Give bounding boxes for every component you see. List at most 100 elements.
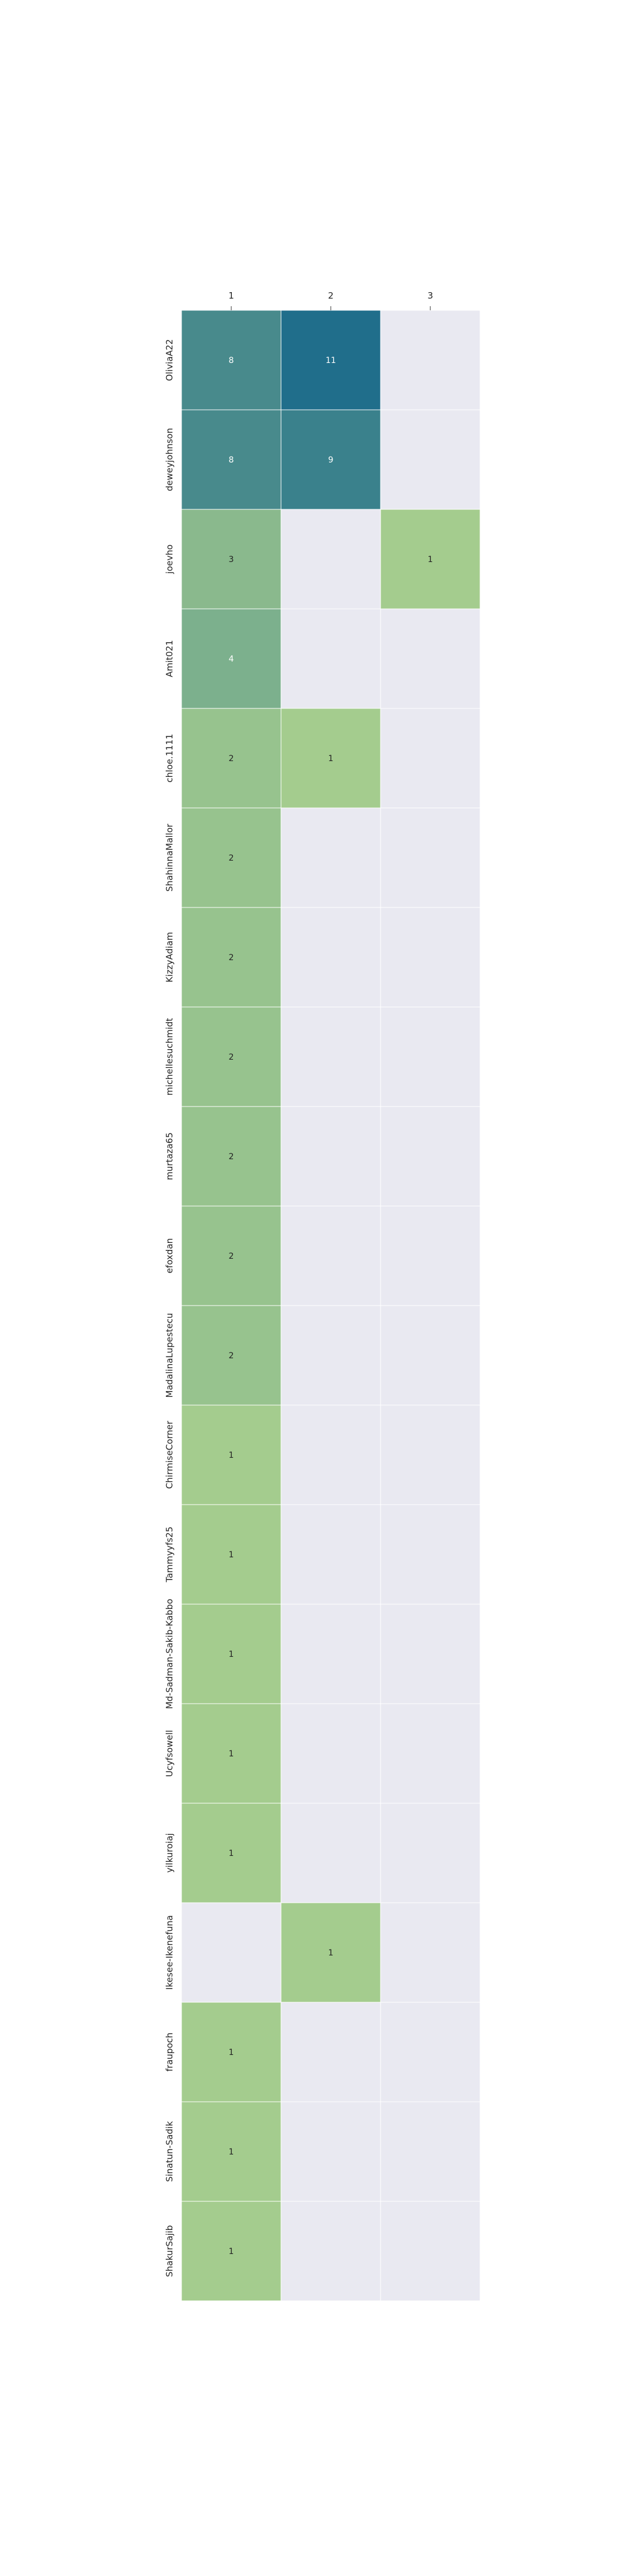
heatmap-cell [181,1504,282,1605]
heatmap-cell [181,1106,282,1207]
cell-value-label: 2 [229,1053,234,1062]
heatmap-cell [380,1205,481,1306]
heatmap-cell [380,907,481,1008]
heatmap-cell [181,1902,282,2003]
row-tick-label: Ikesee-Ikenefuna [165,1915,175,1990]
heatmap-cell [280,409,381,510]
cell-value-label: 8 [229,356,234,365]
heatmap-cell [380,1006,481,1107]
heatmap-cell [181,708,282,809]
cell-value-label: 1 [229,1650,234,1659]
heatmap-cell [380,1106,481,1207]
cell-value-label: 4 [229,655,234,664]
heatmap-cell [380,509,481,609]
row-tick-label: MadalinaLupestecu [165,1313,175,1398]
cell-value-label: 8 [229,455,234,465]
column-tick-label: 1 [228,290,234,301]
row-tick-label: Tammyyfs25 [165,1526,175,1582]
heatmap-cell [181,1604,282,1704]
cells-layer [181,310,481,2301]
heatmap-cell [280,807,381,908]
row-tick-label: fraupoch [165,2033,175,2072]
heatmap-cell [181,2002,282,2102]
row-tick-label: OliviaA22 [165,339,175,381]
row-tick-label: Amit021 [165,640,175,677]
column-axis: 1 2 3 [228,290,433,310]
heatmap-cell [380,310,481,410]
row-tick-label: Sinatun-Sadik [165,2121,175,2182]
cell-value-label: 3 [229,555,234,564]
cell-value-label: 2 [229,1152,234,1162]
cell-value-label: 2 [229,953,234,962]
heatmap-cell [280,1305,381,1406]
heatmap-cell [380,1305,481,1406]
heatmap-cell [280,1405,381,1505]
heatmap-cell [181,1405,282,1505]
row-tick-label: KizzyAdiam [165,932,175,982]
row-tick-label: murtaza65 [165,1132,175,1180]
heatmap-cell [280,1205,381,1306]
heatmap-cell [181,509,282,609]
row-tick-label: Md-Sadman-Sakib-Kabbo [165,1599,175,1709]
heatmap-cell [181,1803,282,1903]
row-tick-label: efoxdan [165,1238,175,1273]
heatmap-cell [181,608,282,709]
heatmap-cell [280,1803,381,1903]
heatmap-cell [380,807,481,908]
heatmap-cell [380,1604,481,1704]
heatmap-cell [380,2201,481,2301]
heatmap-cell [380,409,481,510]
row-axis: OliviaA22 deweyjohnson joevho Amit021 chloe.… [165,339,175,2277]
heatmap-cell [380,708,481,809]
row-tick-label: ShakurSajib [165,2225,175,2277]
heatmap-cell [380,608,481,709]
heatmap-cell [181,1205,282,1306]
cell-value-label: 1 [229,2048,234,2057]
heatmap-cell [280,1604,381,1704]
cell-value-label: 1 [229,1451,234,1460]
heatmap-cell [380,2101,481,2202]
heatmap-cell [380,1504,481,1605]
heatmap-cell [380,1405,481,1505]
heatmap-cell [380,1703,481,1804]
column-tick-label: 3 [427,290,433,301]
row-tick-label: deweyjohnson [165,428,175,491]
row-tick-label: ShahinnaMallor [165,823,175,892]
heatmap-cell [380,2002,481,2102]
row-tick-label: Ucyfsowell [165,1730,175,1777]
cell-value-label: 2 [229,1351,234,1361]
heatmap-cell [280,608,381,709]
heatmap-cell [280,2201,381,2301]
cell-value-label: 2 [229,854,234,863]
cell-value-label: 1 [229,1849,234,1858]
cell-value-label: 2 [229,1252,234,1261]
row-tick-label: michellesuchmidt [165,1018,175,1096]
heatmap-cell [181,2101,282,2202]
row-tick-label: yilkuroiaj [165,1833,175,1873]
cell-value-label: 1 [428,555,433,564]
heatmap-cell [280,2002,381,2102]
heatmap-cell [380,1803,481,1903]
row-tick-label: joevho [165,544,175,574]
cell-value-label: 11 [326,356,336,365]
cell-value-label: 1 [328,754,334,763]
cell-value-label: 2 [229,754,234,763]
heatmap-cell [181,409,282,510]
row-tick-label: ChirmiseCorner [165,1420,175,1489]
heatmap-cell [280,509,381,609]
heatmap-cell [280,1106,381,1207]
heatmap-cell [181,310,282,410]
heatmap-cell [280,310,381,410]
heatmap-cell [280,1006,381,1107]
row-tick-label: chloe.1111 [165,734,175,782]
cell-value-label: 9 [328,455,334,465]
cell-value-label: 1 [229,2247,234,2256]
cell-value-label: 1 [229,2147,234,2157]
heatmap-cell [280,907,381,1008]
heatmap-cell [181,1006,282,1107]
heatmap-cell [280,1703,381,1804]
heatmap-cell [280,1902,381,2003]
